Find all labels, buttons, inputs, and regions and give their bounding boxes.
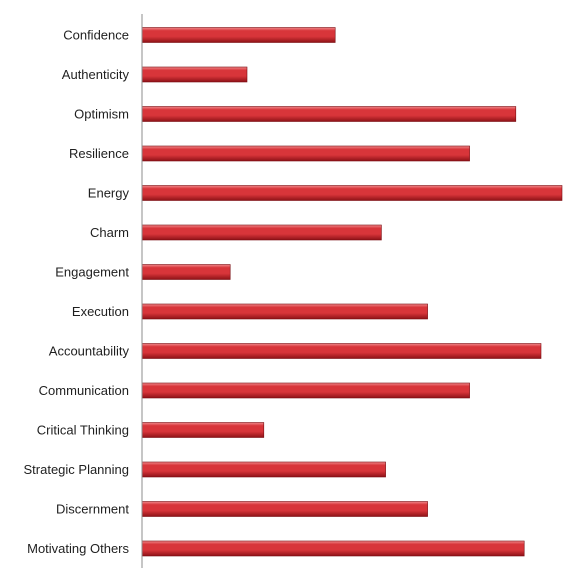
category-label: Confidence xyxy=(63,28,129,43)
bar-critical-thinking xyxy=(141,422,265,438)
bar-energy xyxy=(141,185,563,201)
bar-strategic-planning xyxy=(141,461,386,478)
category-label: Critical Thinking xyxy=(37,423,129,438)
bar-discernment xyxy=(141,501,428,517)
category-label: Resilience xyxy=(69,146,129,161)
category-label: Execution xyxy=(72,304,129,319)
bars-group xyxy=(141,27,563,557)
category-label: Optimism xyxy=(74,107,129,122)
bar-authenticity xyxy=(141,66,248,83)
bar-optimism xyxy=(141,106,517,122)
category-label: Engagement xyxy=(55,265,129,280)
category-label: Authenticity xyxy=(62,67,130,82)
bar-confidence xyxy=(141,27,336,43)
bar-communication xyxy=(141,382,470,399)
category-label: Communication xyxy=(39,383,129,398)
category-label: Charm xyxy=(90,225,129,240)
category-label: Discernment xyxy=(56,502,129,517)
category-label: Accountability xyxy=(49,344,130,359)
bar-engagement xyxy=(141,264,231,280)
category-labels: Confidence Authenticity Optimism Resilience… xyxy=(23,28,129,557)
bar-execution xyxy=(141,303,428,320)
category-label: Motivating Others xyxy=(27,541,129,556)
bar-accountability xyxy=(141,343,542,359)
bar-charm xyxy=(141,224,382,241)
category-label: Strategic Planning xyxy=(23,462,129,477)
bar-motivating-others xyxy=(141,540,525,557)
bar-resilience xyxy=(141,145,470,162)
category-label: Energy xyxy=(88,186,130,201)
